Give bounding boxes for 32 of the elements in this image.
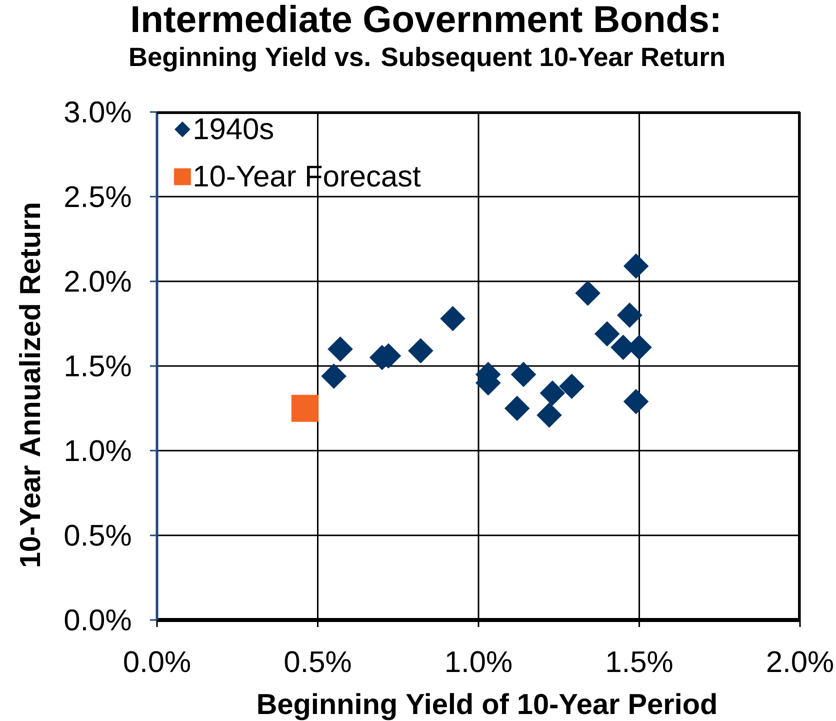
point xyxy=(504,396,530,421)
chart-title: Intermediate Government Bonds: xyxy=(132,4,718,32)
y-tick-label: 1.5% xyxy=(66,355,131,377)
point xyxy=(536,402,562,428)
y-tick-label: 0.5% xyxy=(64,524,131,546)
y-axis-title: 10-Year Annualized Return xyxy=(19,204,40,566)
legend-label: 1940s xyxy=(194,118,274,140)
x-tick-label: 1.0% xyxy=(446,651,512,672)
y-tick-label: 3.0% xyxy=(64,101,131,123)
x-tick-label: 0.5% xyxy=(284,651,351,672)
point xyxy=(510,362,536,388)
point xyxy=(559,374,584,399)
y-tick-label: 2.0% xyxy=(65,270,131,292)
point xyxy=(623,253,649,279)
y-tick-label: 0.0% xyxy=(64,609,131,631)
point xyxy=(291,394,318,422)
point xyxy=(623,388,649,414)
point xyxy=(328,336,353,362)
point xyxy=(594,321,620,346)
x-tick-label: 0.0% xyxy=(124,651,190,672)
point xyxy=(408,338,434,364)
point xyxy=(321,364,346,389)
x-tick-label: 1.5% xyxy=(607,651,672,672)
chart-subtitle: Beginning Yield vs. Subsequent 10-Year Return xyxy=(130,46,724,72)
x-tick-label: 2.0% xyxy=(767,651,834,672)
point xyxy=(440,306,466,332)
point xyxy=(616,302,642,328)
y-tick-label: 1.0% xyxy=(66,440,131,462)
point xyxy=(540,380,566,406)
point xyxy=(575,280,600,306)
y-tick-label: 2.5% xyxy=(65,186,131,208)
x-axis-title: Beginning Yield of 10-Year Period xyxy=(258,693,716,720)
